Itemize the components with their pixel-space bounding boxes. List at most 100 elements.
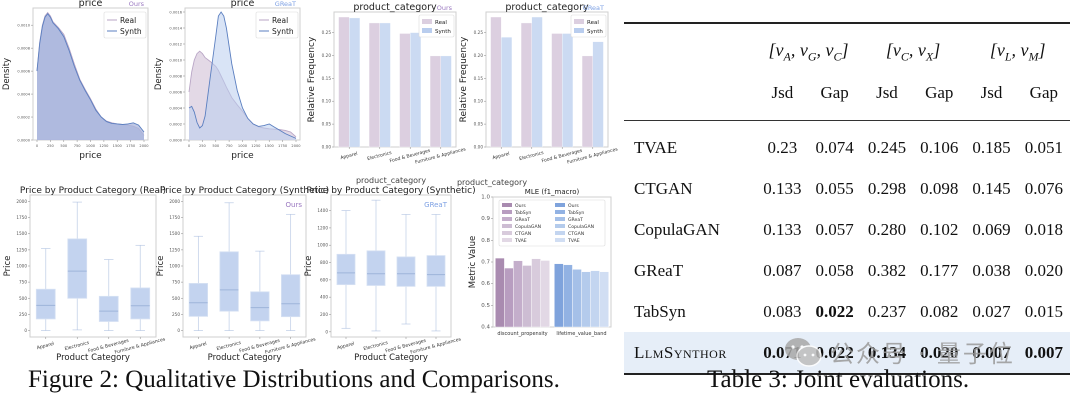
y-tick-label: 0.0000 [169,139,182,143]
bar-real [429,55,441,148]
y-tick-label: 0.7 [481,260,490,266]
row-value: 0.106 [920,137,959,157]
x-tick-label: Apparel [189,341,208,351]
legend-swatch [502,203,512,207]
chart-density-ours: 0.0000 0.0002 0.0004 0.0006 0.0008 0.0010 pric… [2,0,149,161]
chart-mle: 0.4 0.5 0.6 0.7 0.8 0.9 1.0 MLE (f1_macro)produ… [457,178,612,337]
x-axis-label: Product Category [208,353,282,363]
legend-label: Real [587,20,599,26]
y-tick-label: 1750 [169,215,180,220]
box-iqr [35,288,56,320]
bar-tabsyn [563,264,573,328]
row-value: 0.280 [867,219,907,239]
box-iqr [336,253,356,286]
table-row: GReaT 0.087 0.058 0.382 0.177 0.038 0.020 [624,250,1070,291]
legend-swatch [555,224,565,228]
y-tick-label: 400 [320,295,328,300]
box-2 [98,259,119,331]
legend-label: CopulaGAN [515,224,541,230]
legend-label: CTGAN [568,231,584,237]
method-tag: GReaT [583,4,604,12]
y-tick-label: 1.0 [481,195,490,201]
y-tick-label: 250 [19,312,27,317]
legend-swatch [574,19,584,24]
y-tick-label: 0.0000 [17,139,30,143]
x-tick-label: Furniture & Appliances [410,336,462,355]
y-tick-label: 1200 [317,225,328,230]
y-tick-label: 750 [172,280,180,285]
legend-swatch [502,210,512,214]
row-value: 0.245 [867,137,907,157]
subheader: Gap [820,83,849,102]
legend-label: Synth [272,27,294,36]
chart-bar-great: 0.00 0.05 0.10 0.15 0.20 0.25 product_category… [459,2,619,166]
table-body: TVAE 0.23 0.074 0.245 0.106 0.185 0.051 CTGAN 0.… [624,127,1070,374]
row-value: 0.038 [972,260,1011,280]
subheader: Jsd [980,83,1003,102]
y-tick-label: 1750 [16,215,27,220]
y-tick-label: 1500 [169,231,180,236]
y-tick-label: 0.0014 [169,27,182,31]
row-value: 0.018 [1024,219,1063,239]
row-value: 0.020 [920,342,959,362]
method-tag: GReaT [424,201,448,209]
y-tick-label: 750 [19,280,27,285]
row-value: 0.134 [867,342,907,362]
watermark: 公众号 · 量子位 [782,334,1015,369]
density-line-synth [36,12,145,133]
y-tick-label: 0.8 [481,238,490,244]
row-value: 0.051 [1024,137,1063,157]
chart-density-great: 0.0000 0.0002 0.0004 0.0006 0.0008 0.0010 0.00… [154,0,301,161]
legend-label: Ours [568,203,579,209]
x-tick-label: 2000 [139,144,149,148]
y-tick-label: 0.5 [481,303,490,309]
row-method-name: CTGAN [634,178,693,198]
y-tick-label: 0.20 [322,53,332,58]
bar-real [399,33,411,148]
x-tick-label: Apparel [36,341,55,351]
subheader: Gap [1029,83,1058,102]
row-value: 0.145 [972,178,1011,198]
y-tick-label: 0.0008 [17,47,30,51]
bar-synth [349,17,361,148]
row-value: 0.058 [815,260,854,280]
y-tick-label: 0.9 [481,216,490,222]
y-axis-label: Metric Value [468,236,478,288]
y-tick-label: 600 [320,277,328,282]
y-tick-label: 0 [177,328,180,333]
x-tick-label: Apparel [336,341,355,351]
chart-title: MLE (f1_macro) [525,188,580,196]
y-axis-label: Price [304,256,314,277]
table-row: CopulaGAN 0.133 0.057 0.280 0.102 0.069 0.018 [624,209,1070,250]
y-tick-label: 0 [325,329,328,334]
row-value: 0.007 [972,342,1011,362]
bar-ctgan [590,270,600,328]
x-tick-label: 1250 [251,144,261,148]
x-tick-label: 1000 [86,144,96,148]
y-tick-label: 1000 [169,264,180,269]
y-tick-label: 1250 [169,247,180,252]
box-iqr [280,274,301,318]
x-tick-label: 1500 [113,144,123,148]
legend-label: GReaT [568,217,583,223]
y-axis-label: Relative Frequency [459,36,469,122]
row-method-name: CopulaGAN [634,219,720,239]
y-tick-label: 0.00 [322,145,332,150]
table-3: [vA, vG, vC] [vC, vX] [vL, vM] Jsd Gap J… [624,22,1070,376]
box-iqr [250,291,270,322]
y-tick-label: 0.15 [474,76,484,81]
legend-label: CTGAN [515,231,531,237]
x-axis-label: Product Category [56,353,130,363]
legend-box [498,199,606,247]
y-tick-label: 1000 [16,264,27,269]
legend-swatch [422,28,432,33]
legend-label: TVAE [567,238,580,244]
x-tick-label: 500 [212,144,220,148]
method-tag: Ours [286,201,303,209]
y-tick-label: 0.0002 [169,123,182,127]
density-area-synth [189,12,296,140]
y-tick-label: 0.25 [322,30,332,35]
box-2 [396,214,416,325]
legend-swatch [555,203,565,207]
method-tag: Ours [437,4,453,12]
